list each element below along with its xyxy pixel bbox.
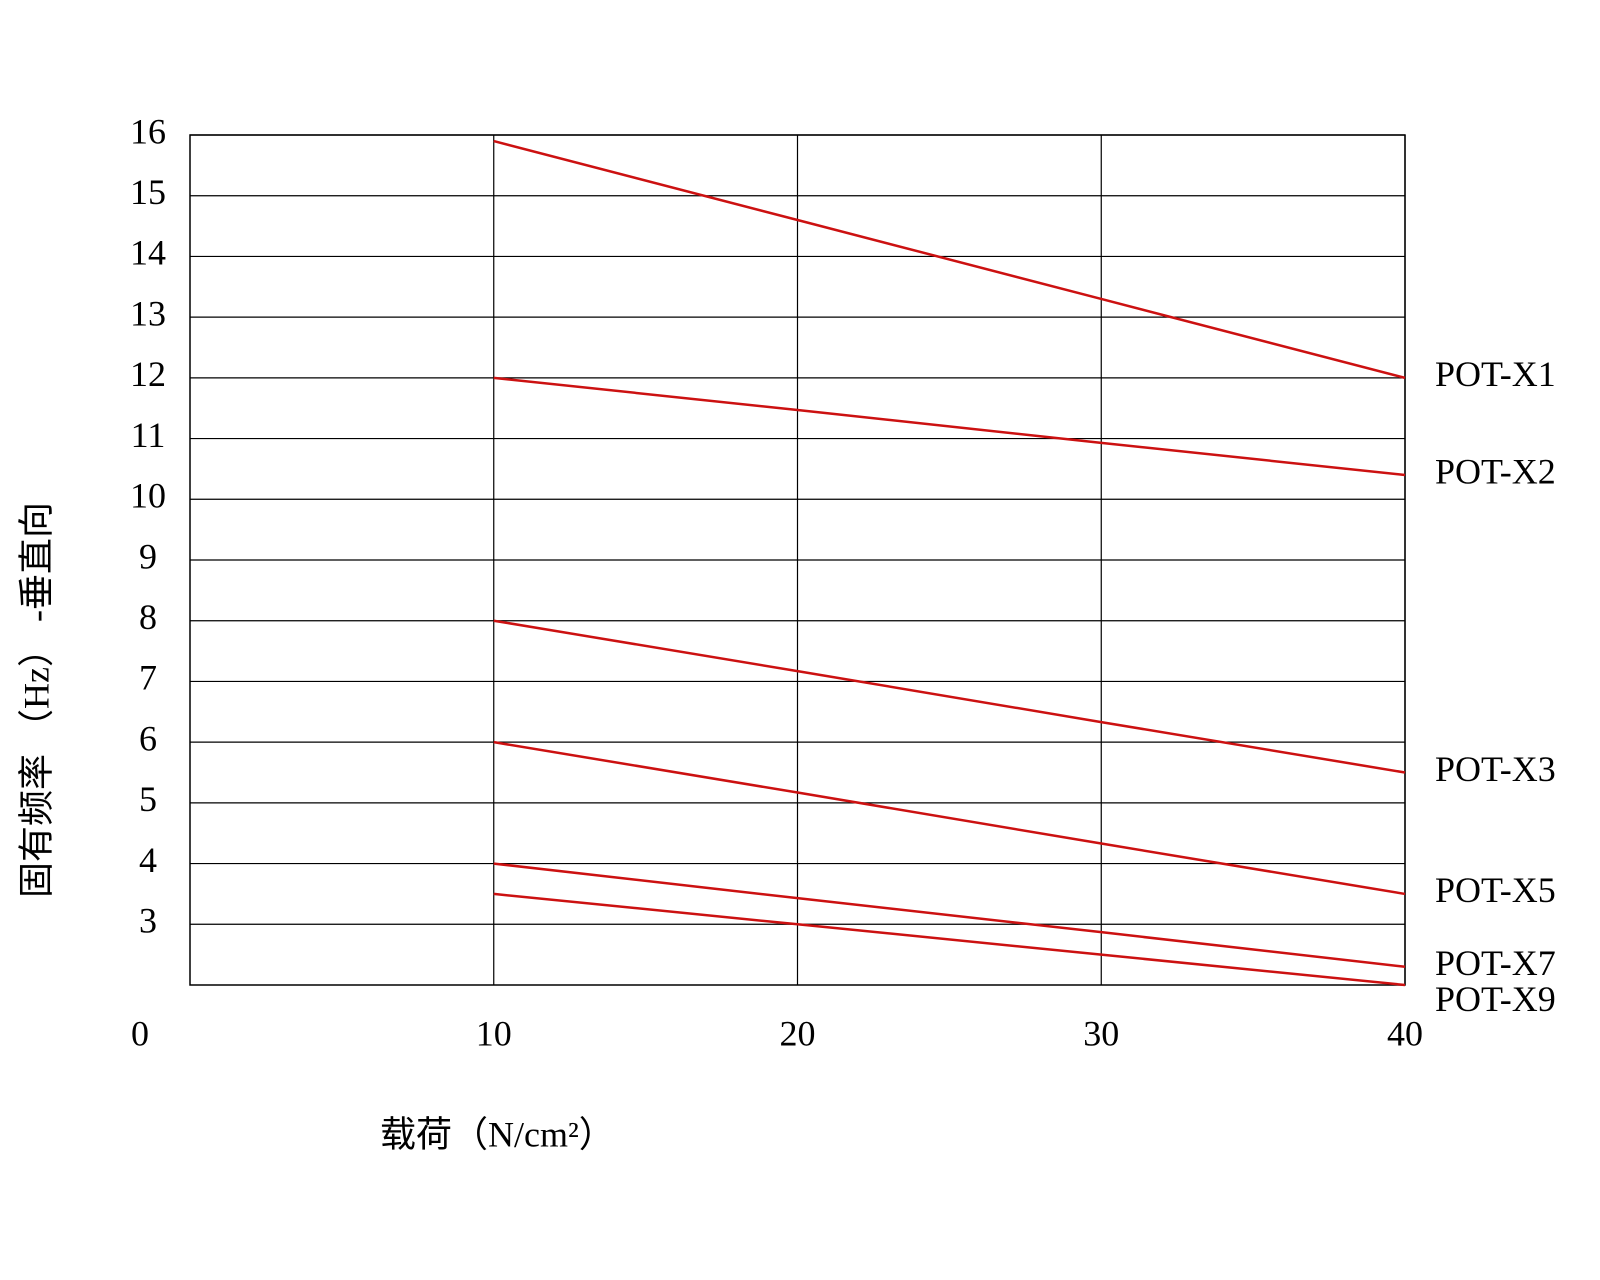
y-tick-label: 11 (131, 415, 166, 455)
line (493, 862, 1406, 969)
line (493, 892, 1406, 987)
y-tick-label: 13 (130, 293, 166, 333)
series-label: POT-X9 (1435, 979, 1556, 1019)
y-tick-label: 5 (139, 779, 157, 819)
line (493, 139, 1406, 380)
series-label: POT-X1 (1435, 354, 1556, 394)
y-tick-label: 16 (130, 111, 166, 151)
x-tick-label: 30 (1083, 1013, 1119, 1053)
line (493, 619, 1406, 774)
x-tick-label: 40 (1387, 1013, 1423, 1053)
y-tick-label: 7 (139, 658, 157, 698)
series-label: POT-X7 (1435, 943, 1556, 983)
y-tick-label: 10 (130, 476, 166, 516)
series-label: POT-X5 (1435, 870, 1556, 910)
y-tick-label: 12 (130, 354, 166, 394)
line (493, 740, 1406, 896)
y-axis-label: 固有频率 （Hz） -垂直向 (16, 502, 56, 898)
y-tick-label: 15 (130, 172, 166, 212)
x-tick-label: 10 (476, 1013, 512, 1053)
x-tick-label: 20 (780, 1013, 816, 1053)
y-tick-label: 4 (139, 840, 157, 880)
x-tick-label: 0 (131, 1013, 149, 1053)
y-tick-label: 3 (139, 901, 157, 941)
series-label: POT-X3 (1435, 749, 1556, 789)
y-tick-label: 9 (139, 536, 157, 576)
y-tick-label: 6 (139, 718, 157, 758)
y-tick-label: 14 (130, 233, 166, 273)
y-tick-label: 8 (139, 597, 157, 637)
line (493, 376, 1406, 477)
series-label: POT-X2 (1435, 451, 1556, 491)
x-axis-label: 载荷（N/cm²） (380, 1114, 615, 1154)
